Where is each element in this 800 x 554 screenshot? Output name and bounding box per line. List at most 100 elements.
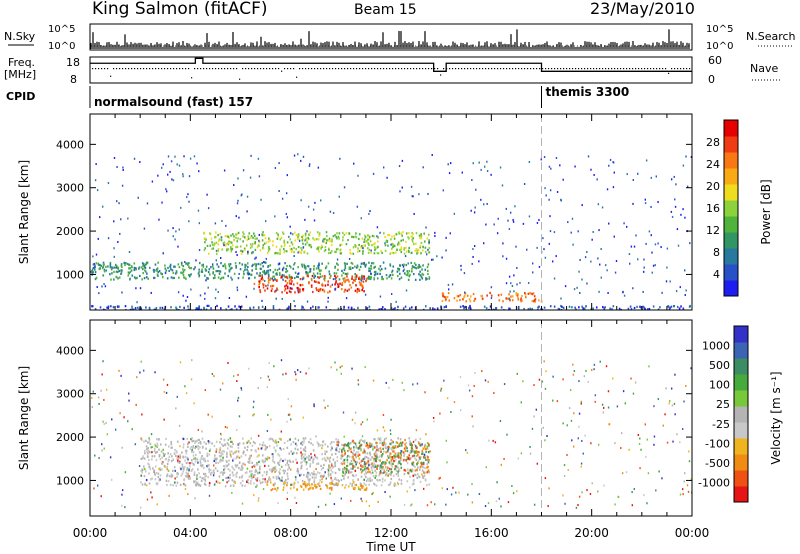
heatmap-cell	[251, 264, 253, 268]
heatmap-cell	[499, 166, 502, 169]
nave-dot	[674, 68, 676, 70]
heatmap-cell	[274, 268, 277, 271]
heatmap-cell	[403, 454, 405, 457]
heatmap-cell	[183, 483, 185, 486]
heatmap-cell	[252, 306, 255, 309]
heatmap-cell	[147, 455, 149, 458]
heatmap-cell	[426, 504, 429, 507]
heatmap-cell	[352, 474, 355, 478]
heatmap-cell	[278, 308, 281, 310]
heatmap-cell	[216, 263, 218, 266]
heatmap-cell	[177, 263, 180, 266]
heatmap-cell	[299, 283, 302, 287]
heatmap-cell	[265, 241, 268, 244]
heatmap-cell	[669, 399, 671, 402]
heatmap-cell	[309, 231, 312, 234]
heatmap-cell	[241, 263, 244, 266]
heatmap-cell	[356, 205, 359, 208]
heatmap-cell	[536, 462, 539, 465]
heatmap-cell	[357, 466, 359, 469]
heatmap-cell	[317, 444, 320, 448]
heatmap-cell	[377, 236, 379, 239]
heatmap-cell	[250, 448, 253, 452]
heatmap-cell	[366, 418, 369, 421]
heatmap-cell	[185, 277, 187, 280]
heatmap-cell	[357, 383, 360, 386]
heatmap-cell	[115, 270, 118, 273]
heatmap-cell	[267, 413, 269, 416]
heatmap-cell	[597, 257, 599, 260]
heatmap-cell	[526, 248, 528, 251]
heatmap-cell	[267, 457, 269, 460]
heatmap-cell	[527, 281, 530, 284]
heatmap-cell	[428, 247, 431, 250]
heatmap-cell	[204, 268, 207, 271]
heatmap-cell	[317, 442, 320, 446]
heatmap-cell	[317, 247, 319, 250]
heatmap-cell	[400, 443, 403, 447]
heatmap-cell	[253, 282, 256, 286]
heatmap-cell	[276, 288, 279, 291]
nave-dot	[584, 68, 586, 70]
heatmap-cell	[155, 472, 158, 475]
heatmap-cell	[388, 233, 391, 237]
heatmap-cell	[517, 306, 520, 310]
heatmap-cell	[343, 233, 346, 236]
heatmap-cell	[306, 467, 308, 471]
heatmap-cell	[324, 450, 326, 453]
heatmap-cell	[256, 477, 259, 480]
nave-dot	[344, 68, 346, 70]
heatmap-cell	[528, 160, 531, 163]
heatmap-cell	[381, 466, 384, 469]
heatmap-cell	[246, 480, 248, 484]
heatmap-cell	[230, 450, 233, 453]
heatmap-cell	[147, 277, 150, 280]
heatmap-cell	[332, 235, 335, 238]
heatmap-cell	[407, 272, 409, 275]
nave-dot	[515, 68, 517, 70]
heatmap-cell	[352, 481, 355, 484]
heatmap-cell	[360, 464, 362, 467]
heatmap-cell	[593, 173, 595, 176]
heatmap-cell	[445, 298, 447, 301]
heatmap-cell	[422, 475, 424, 478]
heatmap-cell	[185, 475, 187, 478]
heatmap-cell	[133, 308, 135, 310]
heatmap-cell	[252, 474, 255, 477]
nave-dot	[152, 68, 154, 70]
heatmap-cell	[371, 468, 373, 472]
heatmap-cell	[497, 294, 500, 297]
heatmap-cell	[103, 398, 105, 401]
heatmap-cell	[396, 481, 399, 484]
heatmap-cell	[298, 250, 301, 253]
heatmap-cell	[130, 265, 133, 268]
heatmap-cell	[550, 167, 552, 170]
heatmap-cell	[176, 307, 178, 310]
heatmap-cell	[544, 387, 547, 390]
heatmap-cell	[251, 245, 253, 248]
heatmap-cell	[92, 271, 94, 274]
heatmap-cell	[151, 180, 154, 183]
heatmap-cell	[665, 280, 668, 283]
heatmap-cell	[673, 305, 676, 308]
heatmap-cell	[198, 261, 201, 265]
nave-dot	[128, 68, 130, 70]
heatmap-cell	[432, 416, 435, 419]
heatmap-cell	[689, 242, 691, 245]
heatmap-cell	[304, 484, 307, 487]
heatmap-cell	[441, 256, 443, 259]
heatmap-cell	[206, 244, 209, 248]
colorbar-swatch	[724, 200, 738, 217]
heatmap-cell	[275, 469, 278, 472]
heatmap-cell	[674, 373, 676, 376]
heatmap-cell	[562, 422, 564, 425]
heatmap-cell	[182, 173, 184, 176]
heatmap-cell	[240, 252, 243, 255]
heatmap-cell	[670, 210, 673, 213]
nave-dot	[518, 68, 520, 70]
heatmap-cell	[313, 219, 316, 222]
heatmap-cell	[355, 483, 358, 487]
heatmap-cell	[459, 294, 462, 297]
heatmap-cell	[319, 444, 322, 447]
heatmap-cell	[590, 442, 592, 445]
